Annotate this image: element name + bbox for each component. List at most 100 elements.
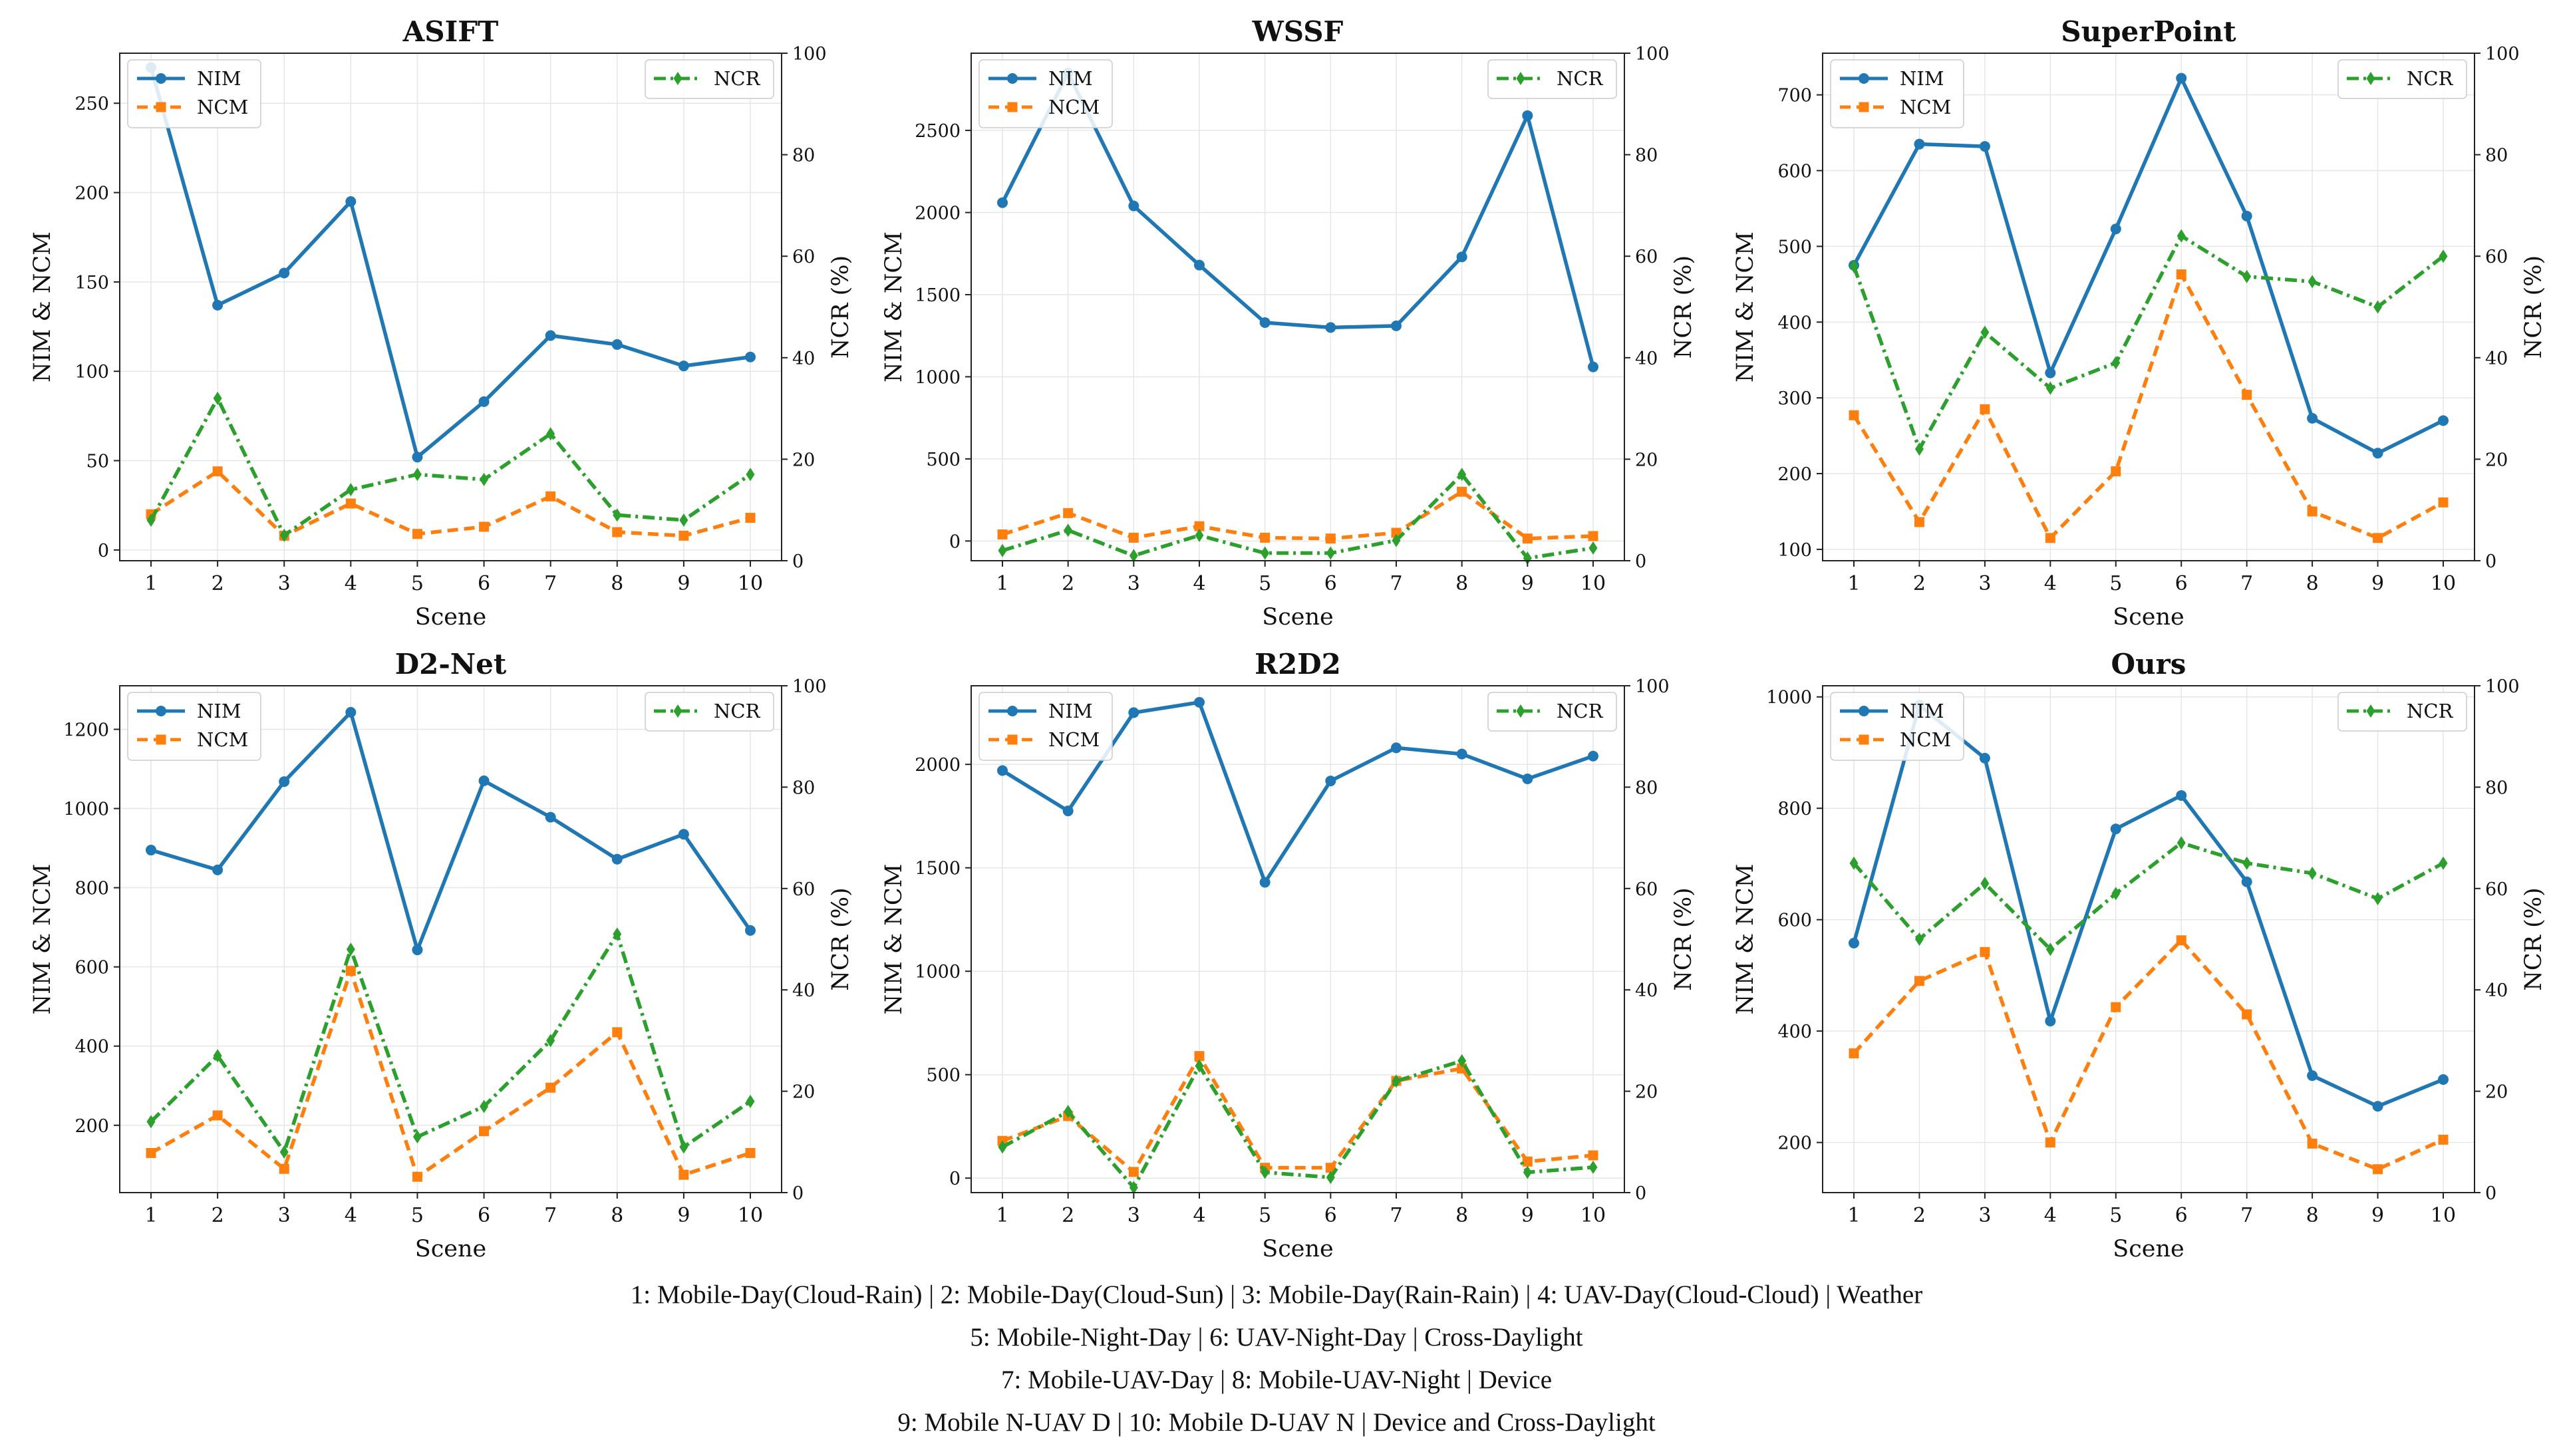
x-axis-label: Scene bbox=[2113, 1236, 2184, 1262]
series-nim bbox=[146, 706, 756, 956]
legend-left: NIM NCM bbox=[978, 692, 1113, 761]
legend-box bbox=[1487, 692, 1617, 732]
y-left-tick-label: 250 bbox=[75, 94, 109, 114]
ncr-point bbox=[1457, 1054, 1467, 1068]
ncr-point bbox=[546, 427, 555, 441]
ncm-point bbox=[345, 498, 356, 509]
ncm-point bbox=[545, 491, 556, 502]
nim-point bbox=[745, 351, 756, 363]
y-right-tick-label: 100 bbox=[1635, 44, 1670, 65]
y-right-tick-label: 60 bbox=[2485, 247, 2508, 267]
ncm-line bbox=[1852, 272, 2445, 540]
nim-point bbox=[1194, 259, 1205, 271]
legend-ncm-label: NCM bbox=[197, 728, 248, 751]
legend-ncr-marker bbox=[673, 72, 682, 85]
x-tick-label: 8 bbox=[1455, 1204, 1468, 1227]
nim-point bbox=[2372, 1101, 2383, 1112]
x-tick-label: 9 bbox=[677, 1204, 690, 1227]
y-left-tick-label: 2000 bbox=[915, 204, 961, 224]
x-tick-label: 7 bbox=[544, 572, 557, 595]
ncm-point bbox=[612, 1027, 623, 1038]
chart-title: Ours bbox=[2111, 648, 2186, 680]
grid bbox=[1823, 686, 2475, 1193]
nim-point bbox=[2307, 1070, 2318, 1082]
y-left-tick-label: 400 bbox=[75, 1037, 109, 1058]
x-tick-label: 3 bbox=[1127, 1204, 1140, 1227]
y-left-tick-label: 500 bbox=[926, 1066, 961, 1086]
legend-ncr-label: NCR bbox=[714, 67, 761, 90]
x-tick-label: 5 bbox=[411, 572, 424, 595]
x-tick-label: 5 bbox=[2109, 572, 2122, 595]
x-tick-label: 9 bbox=[2371, 1204, 2384, 1227]
x-tick-label: 8 bbox=[2306, 572, 2319, 595]
ncm-point bbox=[1128, 1167, 1139, 1177]
chart-superpoint: 1 2 3 4 5 6 7 8 9 10 100 200 300 400 500 600 700 0 20 40 60 8… bbox=[1732, 15, 2547, 631]
legend-ncr-marker bbox=[2366, 72, 2375, 85]
ncm-point bbox=[1457, 486, 1467, 497]
legend-box bbox=[645, 59, 774, 99]
x-tick-label: 6 bbox=[1324, 572, 1337, 595]
series-nim bbox=[1849, 73, 2449, 459]
ncm-point bbox=[2176, 269, 2186, 280]
series-ncm bbox=[146, 966, 756, 1182]
ncm-point bbox=[1194, 1051, 1205, 1062]
x-tick-label: 1 bbox=[996, 1204, 1008, 1227]
x-tick-label: 7 bbox=[1390, 572, 1402, 595]
nim-point bbox=[997, 197, 1008, 208]
ncr-point bbox=[1064, 523, 1073, 537]
legend-right: NCR bbox=[2337, 692, 2467, 732]
y-right-tick-label: 80 bbox=[1635, 778, 1658, 798]
ncm-point bbox=[2176, 935, 2186, 946]
legend-ncr-label: NCR bbox=[714, 700, 761, 722]
ncr-point bbox=[679, 513, 688, 527]
nim-point bbox=[2045, 1016, 2056, 1027]
x-tick-label: 1 bbox=[144, 1204, 157, 1227]
x-tick-label: 4 bbox=[1193, 572, 1205, 595]
x-tick-label: 10 bbox=[2431, 1204, 2456, 1227]
ncr-point bbox=[746, 1094, 755, 1108]
ncm-point bbox=[1128, 532, 1139, 543]
x-tick-label: 2 bbox=[212, 1204, 224, 1227]
legend-right: NCR bbox=[645, 692, 774, 732]
x-tick-label: 9 bbox=[677, 572, 690, 595]
y-left-tick-label: 400 bbox=[1777, 1022, 1812, 1042]
nim-point bbox=[279, 267, 290, 279]
legend-right: NCR bbox=[2337, 59, 2467, 99]
y-left-tick-label: 600 bbox=[75, 958, 109, 978]
grid bbox=[120, 53, 782, 561]
series-ncr bbox=[146, 391, 755, 542]
ncm-point bbox=[1849, 1048, 1859, 1059]
y-left-tick-label: 100 bbox=[1777, 540, 1812, 561]
nim-point bbox=[1588, 361, 1598, 372]
nim-point bbox=[2110, 823, 2121, 835]
y-right-tick-label: 40 bbox=[1635, 349, 1658, 369]
x-tick-label: 7 bbox=[544, 1204, 557, 1227]
ncr-point bbox=[546, 1034, 555, 1048]
ncm-point bbox=[2242, 390, 2252, 400]
y-left-tick-label: 50 bbox=[86, 452, 109, 472]
ncr-point bbox=[2308, 866, 2317, 880]
ncm-line bbox=[1002, 1054, 1594, 1174]
y-right-tick-label: 80 bbox=[2485, 778, 2508, 798]
ncr-point bbox=[2242, 269, 2252, 283]
y-right-axis-label: NCR (%) bbox=[1670, 255, 1697, 359]
y-left-tick-label: 100 bbox=[75, 362, 109, 382]
y-right-tick-label: 40 bbox=[792, 349, 815, 369]
y-right-tick-label: 60 bbox=[2485, 879, 2508, 900]
ncm-point bbox=[745, 1147, 756, 1158]
nim-point bbox=[2372, 448, 2383, 459]
ncm-point bbox=[2373, 1164, 2383, 1175]
nim-point bbox=[745, 925, 756, 936]
legend-right: NCR bbox=[645, 59, 774, 99]
nim-point bbox=[1522, 110, 1533, 121]
legend-ncr-label: NCR bbox=[1557, 67, 1604, 90]
y-left-tick-label: 200 bbox=[75, 1116, 109, 1137]
nim-point bbox=[678, 829, 689, 840]
series-ncr bbox=[146, 927, 755, 1159]
nim-point bbox=[1128, 707, 1139, 718]
nim-point bbox=[1259, 317, 1271, 328]
x-axis-label: Scene bbox=[415, 1236, 487, 1262]
nim-line bbox=[1000, 71, 1595, 368]
ncm-line bbox=[150, 968, 751, 1179]
nim-point bbox=[478, 396, 490, 407]
